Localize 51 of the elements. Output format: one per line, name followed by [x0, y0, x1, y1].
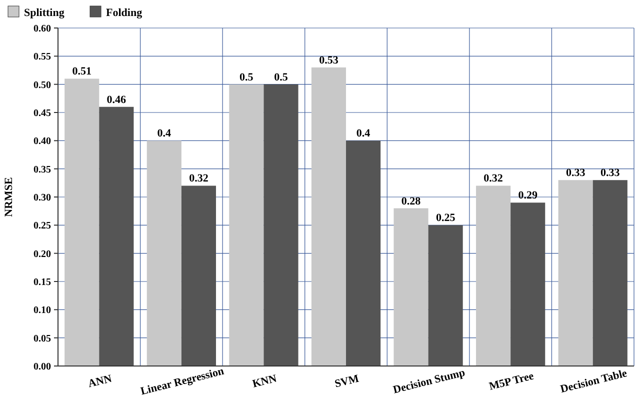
y-tick-label: 0.25: [34, 220, 51, 232]
bar: [476, 186, 511, 366]
x-tick-label: Decision Table: [559, 367, 628, 396]
x-tick-label: KNN: [251, 372, 278, 390]
y-tick-label: 0.15: [34, 277, 51, 288]
x-tick-label: ANN: [86, 372, 114, 390]
y-tick-label: 0.30: [34, 192, 51, 204]
data-label: 0.25: [436, 212, 456, 224]
y-tick-label: 0.45: [34, 108, 51, 119]
y-tick-label: 0.60: [34, 24, 51, 34]
y-tick-label: 0.40: [34, 136, 51, 148]
data-label: 0.53: [319, 54, 339, 66]
data-label: 0.33: [566, 167, 586, 180]
y-tick-label: 0.05: [34, 333, 51, 344]
y-tick-label: 0.50: [34, 80, 51, 91]
data-label: 0.28: [401, 195, 422, 208]
bar: [394, 208, 428, 366]
data-label: 0.32: [189, 172, 209, 185]
bar: [428, 225, 463, 366]
bar: [181, 186, 216, 366]
bar: [558, 180, 593, 366]
bar: [64, 78, 100, 366]
data-label: 0.33: [600, 167, 620, 180]
bar: [146, 140, 182, 366]
y-tick-label: 0.35: [34, 164, 51, 176]
y-tick-label: 0.55: [34, 52, 51, 63]
bar: [311, 67, 346, 366]
data-label: 0.5: [240, 71, 254, 84]
data-label: 0.46: [106, 94, 127, 106]
data-label: 0.29: [518, 190, 538, 202]
x-tick-label: M5P Tree: [488, 370, 536, 393]
bar: [264, 84, 298, 366]
data-label: 0.32: [484, 172, 504, 185]
bar: [592, 180, 628, 366]
bar: [229, 84, 264, 366]
data-label: 0.5: [274, 71, 288, 84]
y-tick-label: 0.10: [34, 305, 51, 316]
bar: [99, 106, 134, 366]
x-tick-label: Decision Stump: [392, 366, 466, 396]
bar: [346, 140, 381, 366]
bar: [510, 202, 546, 366]
y-axis-title: NRMSE: [3, 177, 15, 217]
legend-label: Folding: [106, 7, 143, 19]
x-tick-label: SVM: [334, 372, 361, 390]
legend-label: Splitting: [24, 7, 65, 19]
data-label: 0.51: [72, 66, 92, 78]
data-label: 0.4: [356, 128, 371, 140]
x-tick-label: Linear Regression: [139, 365, 226, 398]
y-tick-label: 0.00: [34, 362, 51, 372]
y-tick-label: 0.20: [34, 248, 51, 260]
data-label: 0.4: [157, 128, 172, 140]
